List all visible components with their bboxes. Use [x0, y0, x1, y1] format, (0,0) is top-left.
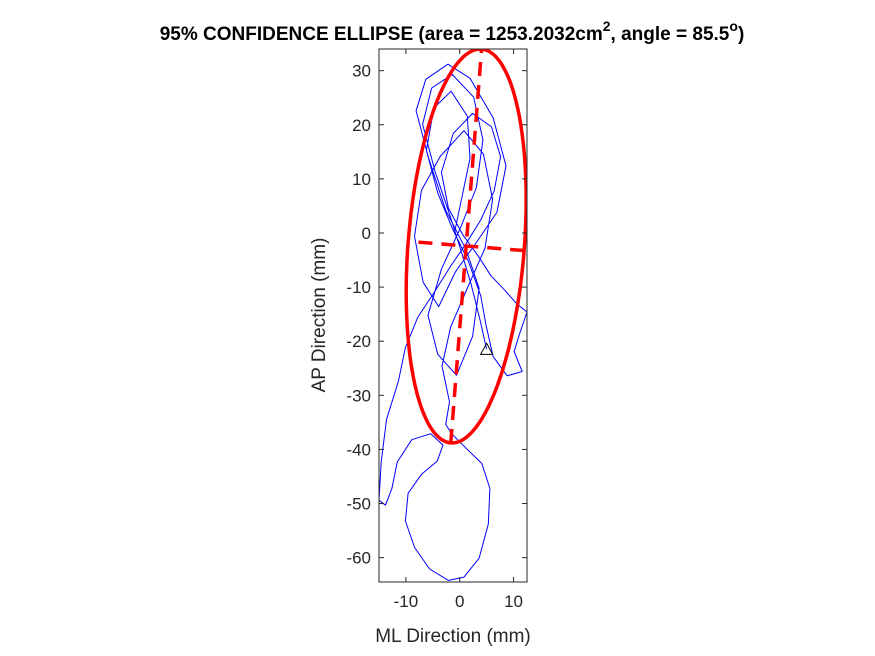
title-prefix: 95% CONFIDENCE ELLIPSE (area = 1253.2032… — [160, 24, 603, 45]
title-superscript-degree: o — [729, 18, 738, 34]
y-tick-label: 10 — [352, 170, 371, 189]
chart-title: 95% CONFIDENCE ELLIPSE (area = 1253.2032… — [160, 18, 745, 45]
confidence-ellipse — [404, 49, 527, 445]
plot-area — [379, 49, 527, 581]
y-tick-label: 20 — [352, 116, 371, 135]
title-middle: , angle = 85.5 — [611, 24, 730, 45]
title-superscript-squared: 2 — [603, 18, 611, 34]
y-tick-label: -10 — [346, 278, 371, 297]
y-tick-label: 30 — [352, 62, 371, 81]
sway-trajectory-line-0 — [379, 63, 527, 581]
y-tick-label: -20 — [346, 332, 371, 351]
y-tick-label: -60 — [346, 549, 371, 568]
start-marker-triangle — [479, 342, 494, 355]
x-tick-label: -10 — [394, 592, 419, 611]
x-tick-label: 0 — [455, 592, 464, 611]
y-axis-label: AP Direction (mm) — [309, 238, 330, 393]
plot-content — [379, 49, 527, 581]
ellipse-minor-axis — [408, 239, 525, 253]
axes-box — [378, 48, 528, 583]
axes: -10 0 10 30 20 10 0 -10 -20 -30 -40 -50 -60 — [346, 48, 528, 611]
y-tick-label: 0 — [362, 224, 371, 243]
y-tick-label: -40 — [346, 440, 371, 459]
x-tick-label: 10 — [504, 592, 523, 611]
y-tick-label: -50 — [346, 495, 371, 514]
y-tick-label: -30 — [346, 386, 371, 405]
x-axis-label: ML Direction (mm) — [375, 626, 531, 647]
title-suffix: ) — [738, 24, 744, 45]
